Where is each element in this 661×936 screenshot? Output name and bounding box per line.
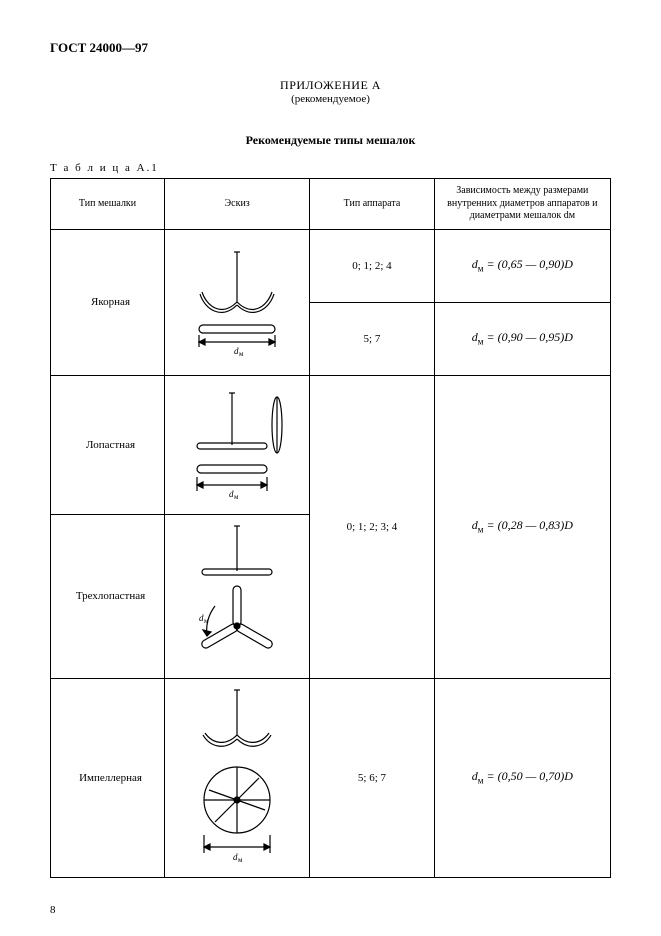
document-header: ГОСТ 24000—97 (50, 40, 611, 56)
svg-text:м: м (238, 856, 243, 864)
sketch-anchor: d м (165, 229, 310, 375)
relation-anchor-1: dм = (0,65 — 0,90)D (434, 229, 610, 302)
apparatus-paddle-threeblade: 0; 1; 2; 3; 4 (310, 375, 434, 678)
apparatus-anchor-1: 0; 1; 2; 4 (310, 229, 434, 302)
sketch-threeblade: d м (165, 514, 310, 678)
paddle-icon: d м (177, 385, 297, 505)
header-relation: Зависимость между размерами внутренних д… (434, 179, 610, 230)
page: ГОСТ 24000—97 ПРИЛОЖЕНИЕ А (рекомендуемо… (0, 0, 661, 936)
sketch-impeller: d м (165, 678, 310, 877)
type-impeller: Импеллерная (51, 678, 165, 877)
appendix-subtitle: (рекомендуемое) (50, 93, 611, 105)
table-row: Лопастная (51, 375, 611, 514)
svg-text:м: м (239, 350, 244, 357)
header-sketch: Эскиз (165, 179, 310, 230)
relation-paddle-threeblade: dм = (0,28 — 0,83)D (434, 375, 610, 678)
table-header-row: Тип мешалки Эскиз Тип аппарата Зависимос… (51, 179, 611, 230)
table-caption: Т а б л и ц а А.1 (50, 162, 611, 174)
header-apparatus: Тип аппарата (310, 179, 434, 230)
appendix-block: ПРИЛОЖЕНИЕ А (рекомендуемое) (50, 78, 611, 105)
appendix-title: ПРИЛОЖЕНИЕ А (50, 78, 611, 93)
page-number: 8 (50, 904, 56, 916)
relation-impeller: dм = (0,50 — 0,70)D (434, 678, 610, 877)
table-row: Якорная (51, 229, 611, 302)
type-anchor: Якорная (51, 229, 165, 375)
header-type: Тип мешалки (51, 179, 165, 230)
relation-anchor-2: dм = (0,90 — 0,95)D (434, 302, 610, 375)
threeblade-icon: d м (177, 521, 297, 671)
svg-text:м: м (204, 617, 209, 625)
apparatus-anchor-2: 5; 7 (310, 302, 434, 375)
header-relation-text: Зависимость между размерами внутренних д… (447, 185, 597, 221)
impeller-icon: d м (177, 685, 297, 870)
table-row: Импеллерная (51, 678, 611, 877)
svg-text:м: м (234, 493, 239, 501)
apparatus-impeller: 5; 6; 7 (310, 678, 434, 877)
mixer-types-table: Тип мешалки Эскиз Тип аппарата Зависимос… (50, 178, 611, 878)
anchor-icon: d м (177, 247, 297, 357)
type-threeblade: Трехлопастная (51, 514, 165, 678)
sketch-paddle: d м (165, 375, 310, 514)
type-paddle: Лопастная (51, 375, 165, 514)
section-title: Рекомендуемые типы мешалок (50, 133, 611, 148)
